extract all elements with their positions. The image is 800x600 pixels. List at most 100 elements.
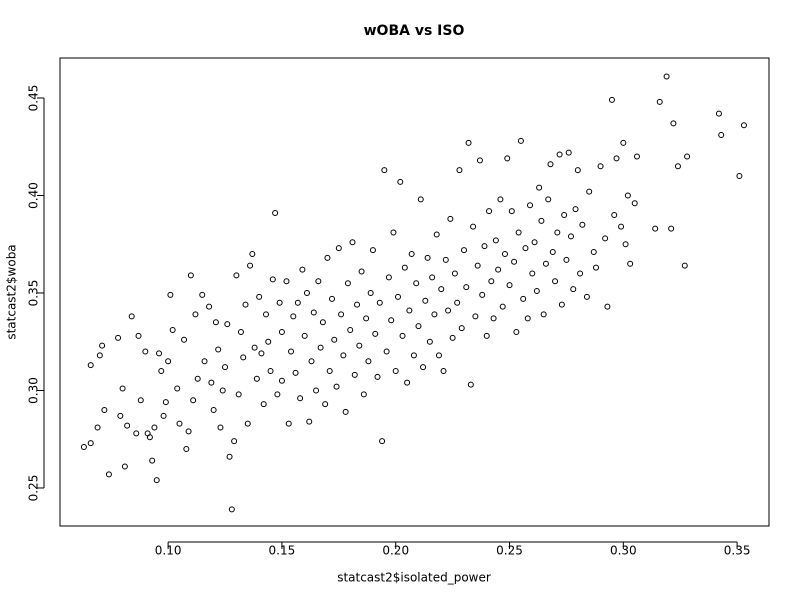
point bbox=[181, 336, 188, 343]
point bbox=[237, 328, 244, 335]
point bbox=[620, 139, 627, 146]
point bbox=[472, 313, 479, 320]
point bbox=[490, 315, 497, 322]
point bbox=[501, 250, 508, 257]
point bbox=[392, 367, 399, 374]
point bbox=[344, 280, 351, 287]
point bbox=[199, 291, 206, 298]
point bbox=[94, 424, 101, 431]
point bbox=[506, 282, 513, 289]
point bbox=[242, 301, 249, 308]
point bbox=[217, 424, 224, 431]
point bbox=[540, 311, 547, 318]
point bbox=[633, 153, 640, 160]
point bbox=[652, 225, 659, 232]
point bbox=[608, 96, 615, 103]
point bbox=[572, 206, 579, 213]
point bbox=[244, 420, 251, 427]
point bbox=[531, 239, 538, 246]
point bbox=[442, 256, 449, 263]
point bbox=[379, 438, 386, 445]
point bbox=[440, 367, 447, 374]
point bbox=[445, 307, 452, 314]
point bbox=[577, 270, 584, 277]
point bbox=[363, 315, 370, 322]
point bbox=[212, 319, 219, 326]
point bbox=[228, 506, 235, 513]
point bbox=[388, 317, 395, 324]
point bbox=[317, 344, 324, 351]
point bbox=[101, 406, 108, 413]
point bbox=[715, 110, 722, 117]
point bbox=[524, 315, 531, 322]
point bbox=[668, 225, 675, 232]
point bbox=[331, 336, 338, 343]
point bbox=[438, 286, 445, 293]
point bbox=[249, 250, 256, 257]
point bbox=[590, 249, 597, 256]
point bbox=[310, 309, 317, 316]
point bbox=[556, 151, 563, 158]
point bbox=[176, 420, 183, 427]
point bbox=[278, 328, 285, 335]
point bbox=[133, 430, 140, 437]
point bbox=[267, 367, 274, 374]
point bbox=[433, 231, 440, 238]
point bbox=[458, 325, 465, 332]
point bbox=[338, 311, 345, 318]
y-tick-label: 0.30 bbox=[27, 377, 41, 404]
point bbox=[718, 132, 725, 139]
point bbox=[613, 155, 620, 162]
point bbox=[736, 172, 743, 179]
point bbox=[174, 385, 181, 392]
point bbox=[87, 362, 94, 369]
point bbox=[390, 229, 397, 236]
point bbox=[233, 272, 240, 279]
point bbox=[347, 327, 354, 334]
point bbox=[210, 406, 217, 413]
point bbox=[372, 330, 379, 337]
point bbox=[517, 137, 524, 144]
point bbox=[486, 208, 493, 215]
point bbox=[435, 352, 442, 359]
point bbox=[226, 453, 233, 460]
point bbox=[206, 303, 213, 310]
point bbox=[247, 262, 254, 269]
point bbox=[265, 338, 272, 345]
point bbox=[219, 387, 226, 394]
point bbox=[105, 471, 112, 478]
point bbox=[349, 239, 356, 246]
point bbox=[121, 463, 128, 470]
point bbox=[536, 184, 543, 191]
point bbox=[324, 254, 331, 261]
point bbox=[283, 278, 290, 285]
point bbox=[235, 391, 242, 398]
point bbox=[670, 120, 677, 127]
point bbox=[397, 178, 404, 185]
point bbox=[231, 438, 238, 445]
point bbox=[561, 211, 568, 218]
point bbox=[262, 311, 269, 318]
point bbox=[269, 276, 276, 283]
point bbox=[381, 167, 388, 174]
point bbox=[476, 157, 483, 164]
point bbox=[326, 367, 333, 374]
point bbox=[408, 250, 415, 257]
point bbox=[454, 299, 461, 306]
point bbox=[294, 299, 301, 306]
x-tick-label: 0.25 bbox=[496, 544, 523, 558]
point bbox=[374, 373, 381, 380]
point bbox=[538, 217, 545, 224]
point bbox=[618, 223, 625, 230]
point bbox=[415, 323, 422, 330]
point bbox=[574, 167, 581, 174]
point bbox=[399, 332, 406, 339]
point bbox=[497, 196, 504, 203]
point bbox=[322, 401, 329, 408]
point bbox=[663, 73, 670, 80]
point bbox=[342, 408, 349, 415]
point bbox=[87, 440, 94, 447]
point bbox=[567, 233, 574, 240]
point bbox=[115, 334, 122, 341]
